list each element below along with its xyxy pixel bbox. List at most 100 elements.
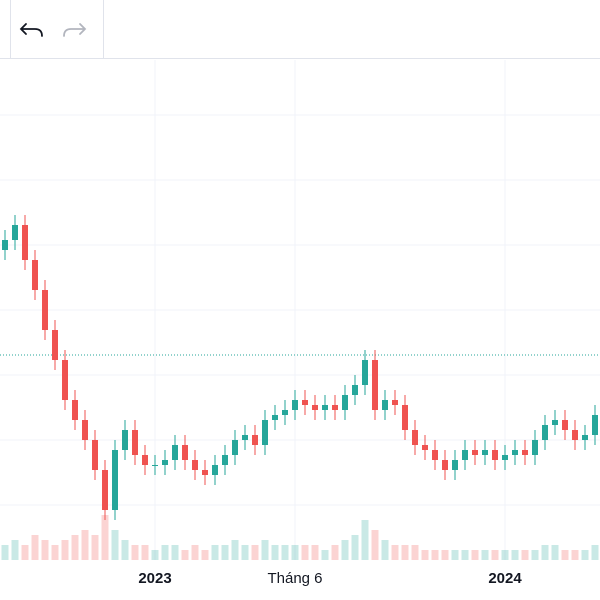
volume-bar (591, 545, 599, 560)
candle-body (292, 400, 298, 410)
candle-body (452, 460, 458, 470)
volume-bar (501, 550, 509, 560)
redo-button[interactable] (63, 23, 87, 37)
volume-bar (481, 550, 489, 560)
volume-bar (371, 530, 379, 560)
volume-bar (41, 540, 49, 560)
undo-icon (19, 23, 43, 37)
volume-bar (511, 550, 519, 560)
candle-body (472, 450, 478, 455)
volume-bar (351, 535, 359, 560)
volume-bar (441, 550, 449, 560)
volume-bar (301, 545, 309, 560)
candle-body (72, 400, 78, 420)
candle-body (332, 405, 338, 410)
volume-bar (11, 540, 19, 560)
volume-bar (101, 515, 109, 560)
volume-bar (391, 545, 399, 560)
candle-body (512, 450, 518, 455)
candle-body (242, 435, 248, 440)
candle-body (432, 450, 438, 460)
volume-bar (61, 540, 69, 560)
plot-area: 2023 Tháng 6 2024 (0, 60, 600, 587)
volume-bar (71, 535, 79, 560)
volume-bar (461, 550, 469, 560)
volume-bar (271, 545, 279, 560)
volume-bar (91, 535, 99, 560)
volume-bar (251, 545, 259, 560)
candle-body (12, 225, 18, 240)
volume-bar (541, 545, 549, 560)
volume-bar (191, 545, 199, 560)
x-tick-label: 2024 (488, 570, 522, 587)
volume-bar (1, 545, 9, 560)
candle-body (522, 450, 528, 455)
candle-body (232, 440, 238, 455)
candle-body (52, 330, 58, 360)
volume-bar (551, 545, 559, 560)
volume-bar (561, 550, 569, 560)
x-tick-label: 2023 (138, 570, 171, 587)
candle-body (592, 415, 598, 435)
candle-body (352, 385, 358, 395)
candle-body (582, 435, 588, 440)
candle-body (192, 460, 198, 470)
candle-body (262, 420, 268, 445)
candle-body (482, 450, 488, 455)
candle-body (92, 440, 98, 470)
candle-body (542, 425, 548, 440)
candle-body (42, 290, 48, 330)
candle-body (412, 430, 418, 445)
volume-bar (141, 545, 149, 560)
volume-bar (381, 540, 389, 560)
volume-bar (21, 545, 29, 560)
volume-bar (81, 530, 89, 560)
volume-bar (111, 530, 119, 560)
candle-body (502, 455, 508, 460)
redo-icon (63, 23, 87, 37)
candle-body (402, 405, 408, 430)
candle-body (342, 395, 348, 410)
volume-bar (451, 550, 459, 560)
volume-bar (211, 545, 219, 560)
volume-bar (331, 545, 339, 560)
candle-body (372, 360, 378, 410)
volume-bar (151, 550, 159, 560)
volume-bar (161, 545, 169, 560)
candle-body (222, 455, 228, 465)
volume-bar (491, 550, 499, 560)
candle-body (382, 400, 388, 410)
candle-body (112, 450, 118, 510)
volume-bar (171, 545, 179, 560)
candle-body (22, 225, 28, 260)
candle-body (562, 420, 568, 430)
volume-bar (431, 550, 439, 560)
candle-body (212, 465, 218, 475)
candle-body (392, 400, 398, 405)
volume-bar (341, 540, 349, 560)
volume-bar (361, 520, 369, 560)
volume-bar (281, 545, 289, 560)
candle-body (152, 465, 158, 466)
volume-bar (571, 550, 579, 560)
candle-body (572, 430, 578, 440)
volume-bar (581, 550, 589, 560)
candle-body (492, 450, 498, 460)
volume-bar (401, 545, 409, 560)
volume-bar (291, 545, 299, 560)
volume-bar (471, 550, 479, 560)
x-tick-label: Tháng 6 (267, 570, 322, 587)
candle-body (172, 445, 178, 460)
candle-body (422, 445, 428, 450)
candle-body (142, 455, 148, 465)
candle-body (182, 445, 188, 460)
candle-body (252, 435, 258, 445)
volume-bar (521, 550, 529, 560)
candle-body (282, 410, 288, 415)
candle-body (162, 460, 168, 465)
volume-bar (31, 535, 39, 560)
volume-bar (131, 545, 139, 560)
undo-button[interactable] (19, 23, 43, 37)
